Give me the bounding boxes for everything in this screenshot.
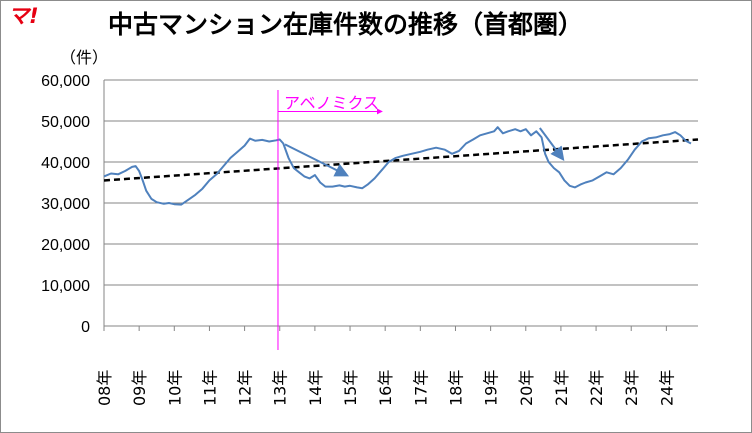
y-tick-label: 10,000 [41,278,90,295]
y-tick-label: 50,000 [41,114,90,131]
x-tick-label: 24年 [657,370,676,406]
trend-arrow [284,143,350,177]
x-tick-label: 08年 [95,370,114,406]
trend-arrow [539,127,565,161]
x-tick-label: 14年 [306,370,325,406]
y-tick-label: 40,000 [41,155,90,172]
x-tick-label: 15年 [341,370,360,406]
x-tick-label: 19年 [482,370,501,406]
y-tick-label: 20,000 [41,237,90,254]
y-tick-label: 0 [81,319,90,336]
x-tick-label: 23年 [622,370,641,406]
series-line [103,126,692,206]
y-tick-label: 30,000 [41,196,90,213]
x-tick-label: 10年 [165,370,184,406]
logo: マ! [8,4,39,28]
x-tick-label: 20年 [517,370,536,406]
x-tick-label: 17年 [411,370,430,406]
x-tick-label: 16年 [376,370,395,406]
y-tick-label: 60,000 [41,73,90,90]
y-axis-unit-label: （件） [60,48,109,67]
trendline [103,138,699,182]
x-tick-label: 18年 [446,370,465,406]
x-tick-label: 22年 [587,370,606,406]
x-tick-label: 13年 [271,370,290,406]
chart-title: 中古マンション在庫件数の推移（首都圏） [108,10,584,39]
abenomics-label: アベノミクス [284,93,379,112]
x-tick-label: 12年 [236,370,255,406]
x-tick-label: 21年 [552,370,571,406]
x-tick-label: 09年 [130,370,149,406]
x-tick-label: 11年 [200,370,219,406]
